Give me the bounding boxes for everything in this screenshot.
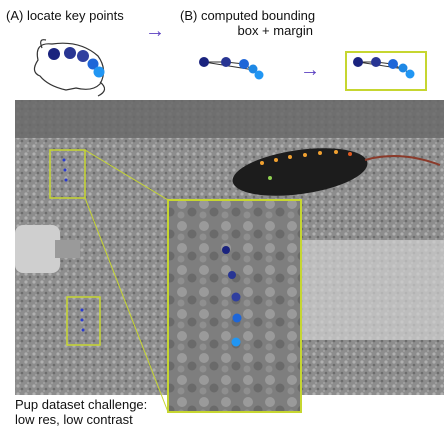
figure: (A) locate key points → (B) computed bou… (0, 0, 444, 430)
keypoints (199, 57, 264, 80)
mouse-sketch (34, 40, 104, 96)
arrow: → (145, 20, 165, 42)
panel-a-label: (A) locate key points (6, 8, 124, 23)
bounded-keypoints (346, 52, 426, 90)
caption: Pup dataset challenge: (15, 397, 147, 412)
caption: low res, low contrast (15, 412, 133, 427)
photo (15, 100, 444, 412)
panel-b-label: box + margin (237, 23, 313, 38)
panel-b-label: (B) computed bounding (180, 8, 315, 23)
arrow: → (300, 59, 320, 81)
